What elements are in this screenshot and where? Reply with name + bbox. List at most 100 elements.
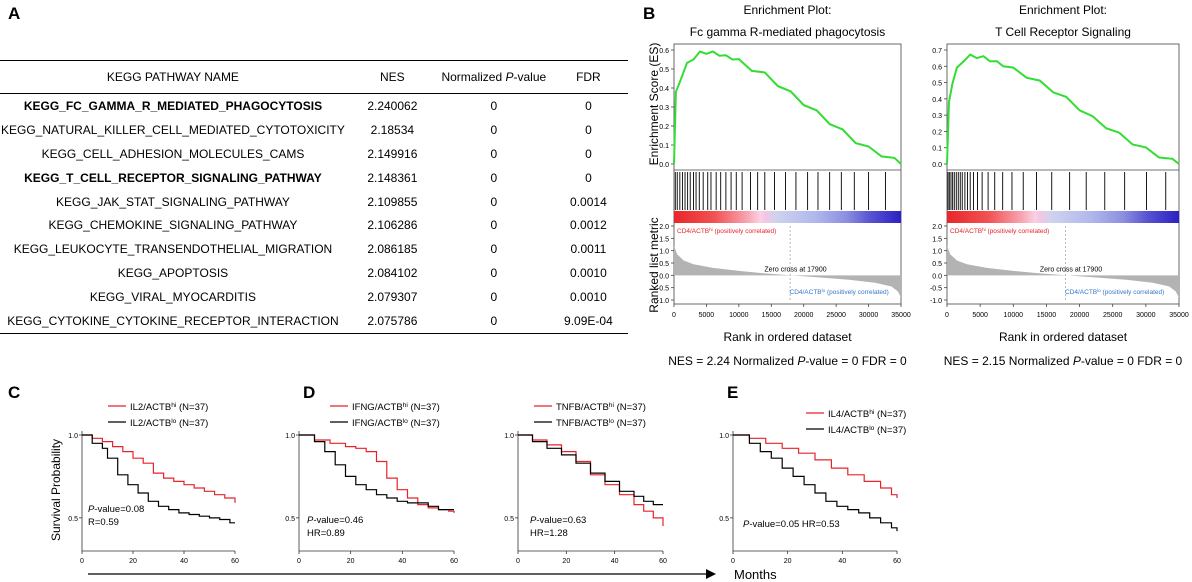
surv-ytick-label: 1.0 [719, 433, 729, 440]
ranked-list-area [674, 245, 901, 298]
nes-cell: 2.149916 [367, 146, 418, 161]
surv-xtick-label: 60 [450, 558, 458, 565]
metric-ytick-label: -0.5 [657, 286, 669, 293]
pvalue-cell: 0 [438, 309, 549, 334]
survival-annotation: HR=0.89 [307, 528, 345, 539]
nes-cell: 2.240062 [367, 98, 418, 113]
gsea-title: Enrichment Plot: [743, 3, 831, 17]
es-ytick-label: 0.1 [659, 143, 669, 150]
legend-entry: TNFB/ACTBhi (N=37) [556, 402, 646, 414]
survival-curve [518, 434, 663, 506]
header-pathway-name: KEGG PATHWAY NAME [0, 60, 346, 94]
gsea-frame [673, 43, 902, 305]
fdr-cell: 0.0010 [570, 290, 607, 305]
pvalue-cell: 0 [490, 218, 498, 233]
nes-cell: 2.18534 [370, 122, 415, 137]
survival-annotation: P-value=0.63 [530, 515, 586, 526]
table-row: KEGG_CELL_ADHESION_MOLECULES_CAMS 2.14991… [0, 142, 628, 166]
nes-cell: 2.106286 [367, 218, 418, 233]
pvalue-cell: 0 [490, 146, 498, 161]
xtick-label: 10000 [1004, 312, 1024, 319]
fdr-cell: 0.0012 [570, 218, 607, 233]
gsea-title: Enrichment Plot: [1019, 3, 1107, 17]
positive-label: CD4/ACTBhi (positively correlated) [677, 227, 776, 236]
survival-annotation: HR=1.28 [530, 528, 568, 539]
es-ytick-label: 0.4 [659, 86, 669, 93]
metric-ytick-label: -1.0 [657, 298, 669, 305]
metric-ytick-label: 2.0 [659, 224, 669, 231]
survival-plots: 1.0 0.5 0 20 40 60 IL2/ACTBhi (N=37) IL2/ACTBlo… [49, 402, 906, 582]
surv-xtick-label: 0 [297, 558, 301, 565]
xtick-label: 15000 [1037, 312, 1057, 319]
nes-cell: 2.084102 [367, 266, 418, 281]
legend-entry: IL2/ACTBhi (N=37) [130, 402, 208, 414]
es-ylabel: Enrichment Score (ES) [647, 43, 661, 166]
survival-curve [82, 434, 235, 524]
surv-ytick-label: 1.0 [68, 433, 78, 440]
fdr-cell: 0 [585, 170, 592, 185]
es-ytick-label: 0.5 [932, 81, 942, 88]
es-ytick-label: 0.2 [659, 124, 669, 131]
nes-cell: 2.079307 [367, 290, 418, 305]
rank-color-bar [947, 211, 1179, 223]
metric-ytick-label: 0.0 [932, 273, 942, 280]
panel-label-e: E [727, 383, 739, 402]
rank-color-bar [674, 211, 901, 223]
header-nes: NES [345, 60, 439, 94]
metric-ytick-label: 0.0 [659, 273, 669, 280]
surv-xtick-label: 40 [180, 558, 188, 565]
survival-annotation: R=0.59 [88, 517, 119, 528]
survival-curve [299, 434, 455, 513]
pathway-name-cell: KEGG_JAK_STAT_SIGNALING_PATHWAY [56, 194, 290, 209]
fdr-cell: 0 [585, 122, 592, 137]
fdr-cell: 0.0011 [570, 242, 607, 257]
metric-ytick-label: 1.0 [932, 249, 942, 256]
es-ytick-label: 0.1 [932, 146, 942, 153]
xtick-label: 20000 [1070, 312, 1090, 319]
metric-ytick-label: 2.0 [932, 224, 942, 231]
pathway-name-cell: KEGG_CYTOKINE_CYTOKINE_RECEPTOR_INTERACT… [0, 309, 346, 334]
surv-xtick-label: 40 [838, 558, 846, 565]
pvalue-cell: 0 [490, 266, 498, 281]
gsea-frame [946, 43, 1180, 305]
table-row: KEGG_FC_GAMMA_R_MEDIATED_PHAGOCYTOSIS 2.2… [0, 94, 628, 118]
fdr-cell: 0 [585, 146, 592, 161]
survival-annotation: P-value=0.46 [307, 515, 363, 526]
fdr-cell: 0 [585, 98, 592, 113]
table-row: KEGG_APOPTOSIS 2.084102 0 0.0010 [0, 261, 628, 285]
table-row: KEGG_JAK_STAT_SIGNALING_PATHWAY 2.109855 0… [0, 190, 628, 214]
es-ytick-label: 0.2 [932, 129, 942, 136]
metric-ytick-label: -1.0 [930, 298, 942, 305]
pathway-name-cell: KEGG_LEUKOCYTE_TRANSENDOTHELIAL_MIGRATIO… [13, 242, 333, 257]
survival-curve [518, 434, 664, 527]
metric-ytick-label: 1.5 [932, 236, 942, 243]
xtick-label: 35000 [891, 312, 911, 319]
xtick-label: 20000 [794, 312, 814, 319]
nes-cell: 2.148361 [367, 170, 418, 185]
es-ytick-label: 0.6 [659, 48, 669, 55]
table-row: KEGG_CHEMOKINE_SIGNALING_PATHWAY 2.106286… [0, 213, 628, 237]
panel-label-d: D [303, 383, 316, 402]
es-ytick-label: 0.0 [932, 162, 942, 169]
surv-xtick-label: 20 [129, 558, 137, 565]
surv-xtick-label: 40 [611, 558, 619, 565]
header-pvalue-text: Normalized P-value [441, 70, 547, 84]
es-curve [673, 50, 902, 165]
pathway-name-cell: KEGG_CELL_ADHESION_MOLECULES_CAMS [41, 146, 305, 161]
months-label: Months [734, 567, 777, 582]
surv-ytick-label: 0.5 [504, 516, 514, 523]
surv-xtick-label: 0 [516, 558, 520, 565]
es-ytick-label: 0.3 [932, 113, 942, 120]
xtick-label: 5000 [699, 312, 715, 319]
ranked-list-area [947, 245, 1179, 298]
nes-cell: 2.109855 [367, 194, 418, 209]
surv-ytick-label: 1.0 [504, 433, 514, 440]
legend-entry: IL4/ACTBlo (N=37) [828, 425, 906, 437]
survival-curve [299, 434, 454, 511]
surv-xtick-label: 0 [731, 558, 735, 565]
pathway-name-cell: KEGG_NATURAL_KILLER_CELL_MEDIATED_CYTOTO… [1, 122, 345, 137]
fdr-cell: 0.0014 [570, 194, 607, 209]
months-arrowhead [706, 569, 716, 579]
survival-curve [733, 434, 898, 532]
legend-entry: IFNG/ACTBhi (N=37) [352, 402, 440, 414]
